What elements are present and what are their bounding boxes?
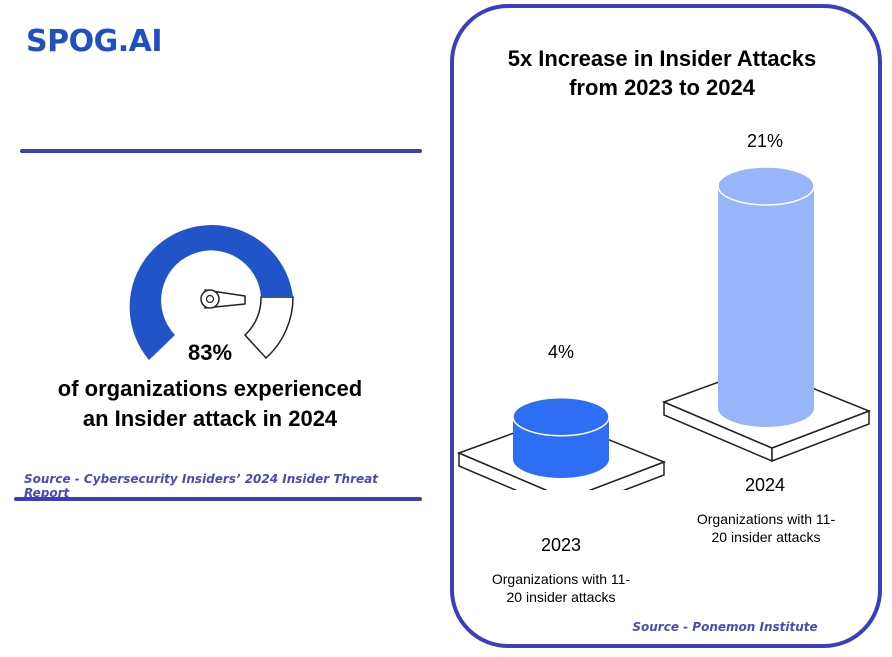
chart-title: 5x Increase in Insider Attacks from 2023… xyxy=(460,44,864,102)
category-label-2024: 2024 xyxy=(744,475,786,495)
cylinder-bar-chart xyxy=(456,166,872,490)
bar-description-2023-line1: Organizations with 11- xyxy=(491,571,631,587)
bar-description-2024: Organizations with 11- 20 insider attack… xyxy=(676,510,856,546)
chart-source: Source - Ponemon Institute xyxy=(632,620,818,634)
chart-title-line2: from 2023 to 2024 xyxy=(569,75,755,100)
bar-top-2023 xyxy=(512,396,610,437)
bottom-divider xyxy=(14,497,422,501)
spog-logo: SPOG.AI xyxy=(26,24,163,59)
top-divider xyxy=(20,149,422,153)
gauge-value: 83% xyxy=(187,340,233,365)
gauge-hub-center xyxy=(205,294,215,304)
bar-value-label-2024: 21% xyxy=(746,131,784,151)
gauge-caption-line1: of organizations experienced xyxy=(57,376,363,401)
bar-description-2024-line2: 20 insider attacks xyxy=(711,529,821,545)
bar-value-label-2023: 4% xyxy=(547,342,574,362)
gauge-source: Source - Cybersecurity Insiders’ 2024 In… xyxy=(24,472,378,500)
gauge-remainder-arc xyxy=(243,296,294,360)
bar-top-2024 xyxy=(717,166,815,206)
category-label-2023: 2023 xyxy=(540,535,582,555)
chart-title-line1: 5x Increase in Insider Attacks xyxy=(507,46,817,71)
bar-2024 xyxy=(718,186,814,427)
chart-panel xyxy=(450,4,882,648)
bar-group-2024 xyxy=(661,166,872,463)
gauge-caption-line2: an Insider attack in 2024 xyxy=(82,406,338,431)
gauge-caption: of organizations experienced an Insider … xyxy=(20,374,400,434)
bar-group-2023 xyxy=(456,396,667,490)
gauge-fill-arc xyxy=(129,225,293,360)
bar-description-2023-line2: 20 insider attacks xyxy=(506,589,616,605)
gauge-chart xyxy=(129,225,294,360)
bar-description-2024-line1: Organizations with 11- xyxy=(696,511,836,527)
bar-description-2023: Organizations with 11- 20 insider attack… xyxy=(471,570,651,606)
